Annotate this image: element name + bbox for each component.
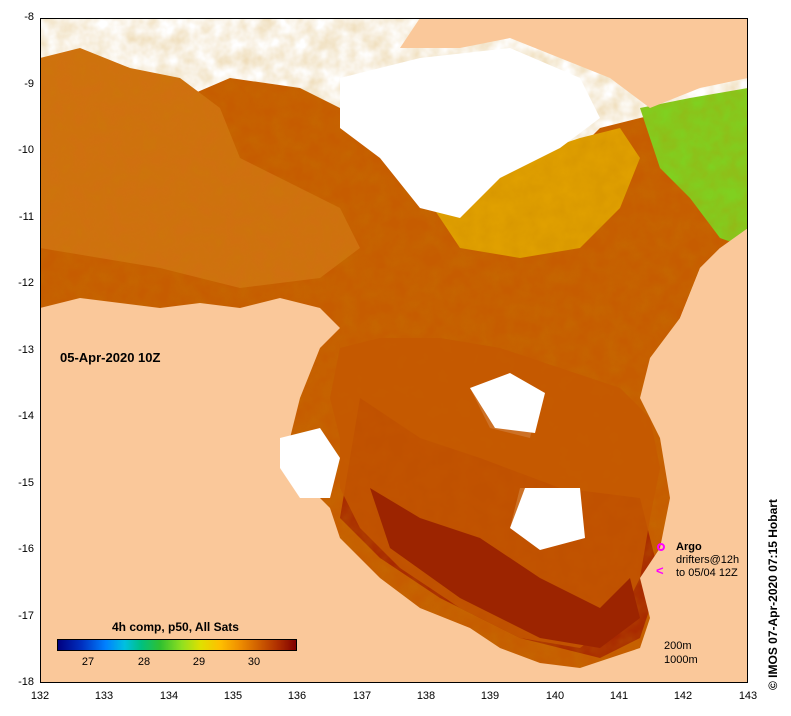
land-arnhem bbox=[40, 248, 748, 683]
lon-tick: 134 bbox=[159, 690, 179, 702]
gulf-water bbox=[330, 338, 660, 648]
temperature-colorbar bbox=[57, 639, 297, 651]
gulf-hot-core bbox=[370, 488, 640, 648]
lon-tick: 141 bbox=[609, 690, 629, 702]
lon-tick: 137 bbox=[352, 690, 372, 702]
lon-tick: 143 bbox=[738, 690, 758, 702]
lon-tick: 142 bbox=[673, 690, 693, 702]
lon-tick: 132 bbox=[30, 690, 50, 702]
imos-credit: © IMOS 07-Apr-2020 07:15 Hobart bbox=[766, 499, 780, 690]
sst-map-canvas bbox=[40, 18, 748, 683]
drifters-range-label: to 05/04 12Z bbox=[676, 567, 738, 579]
lat-tick: -10 bbox=[18, 144, 34, 156]
lon-tick: 140 bbox=[545, 690, 565, 702]
legend-title: 4h comp, p50, All Sats bbox=[112, 620, 239, 634]
lon-tick: 139 bbox=[480, 690, 500, 702]
contour-1000m-label: 1000m bbox=[664, 654, 698, 666]
colorbar-label: 30 bbox=[247, 656, 261, 668]
colorbar-label: 27 bbox=[81, 656, 95, 668]
lat-tick: -9 bbox=[24, 78, 34, 90]
lat-tick: -11 bbox=[18, 211, 34, 223]
lon-tick: 135 bbox=[223, 690, 243, 702]
cloud-gap-central bbox=[340, 48, 600, 218]
cloud-gap-gulf-south bbox=[510, 488, 585, 550]
land-cape-york bbox=[670, 228, 748, 683]
colorbar-label: 29 bbox=[192, 656, 206, 668]
argo-marker-icon bbox=[657, 543, 665, 551]
colorbar-label: 28 bbox=[137, 656, 151, 668]
land-papua bbox=[400, 18, 748, 108]
lat-tick: -12 bbox=[18, 277, 34, 289]
lat-tick: -15 bbox=[18, 477, 34, 489]
map-date-label: 05-Apr-2020 10Z bbox=[60, 350, 161, 365]
argo-label: Argo bbox=[676, 541, 702, 553]
cloud-gap-gulf-north bbox=[470, 373, 545, 433]
lat-tick: -17 bbox=[18, 610, 34, 622]
drifter-arrow-icon: < bbox=[656, 563, 664, 578]
lat-tick: -13 bbox=[18, 344, 34, 356]
drifters-label: drifters@12h bbox=[676, 554, 740, 566]
lon-tick: 136 bbox=[287, 690, 307, 702]
lon-tick: 133 bbox=[94, 690, 114, 702]
sst-map bbox=[40, 18, 748, 683]
lat-tick: -14 bbox=[18, 410, 34, 422]
lat-tick: -8 bbox=[24, 11, 34, 23]
lat-tick: -18 bbox=[18, 676, 34, 688]
map-border bbox=[40, 18, 748, 683]
lon-tick: 138 bbox=[416, 690, 436, 702]
contour-200m-label: 200m bbox=[664, 640, 692, 652]
lat-tick: -16 bbox=[18, 543, 34, 555]
cloud-gap-west-coast bbox=[280, 428, 340, 498]
